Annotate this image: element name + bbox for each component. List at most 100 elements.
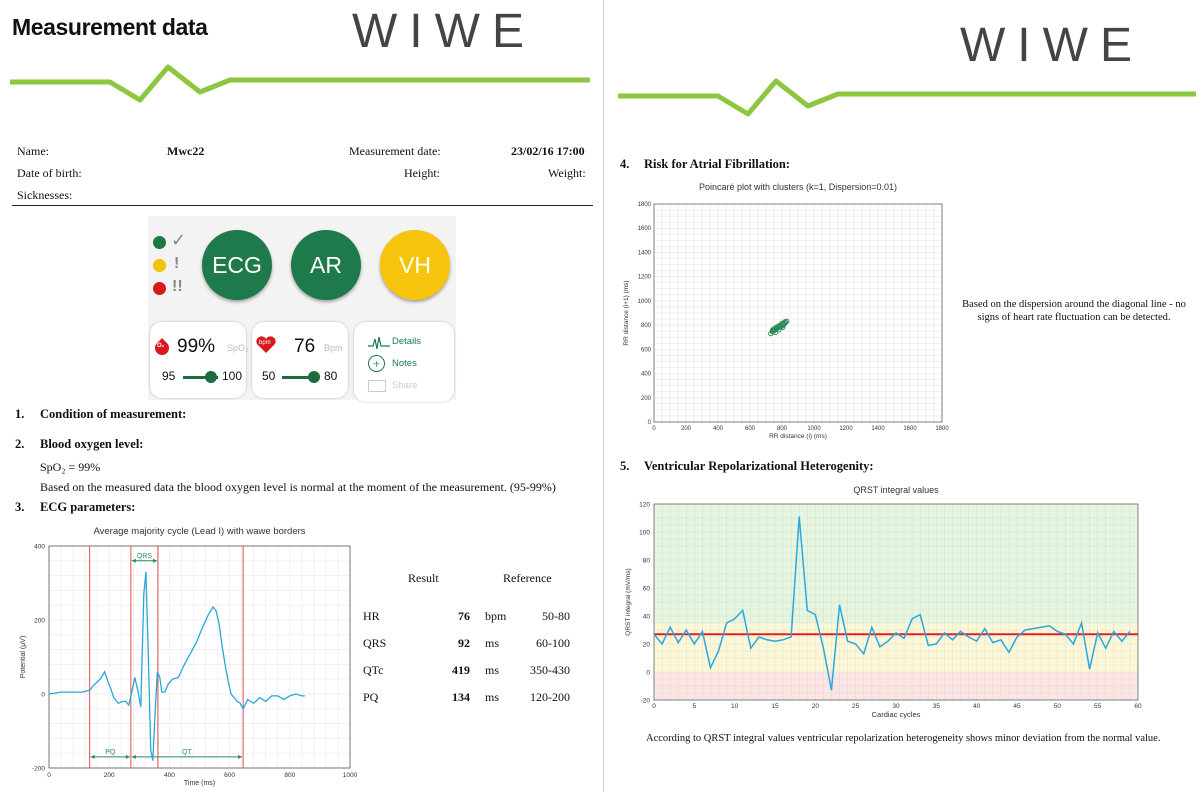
poincare-xtick: 1600 xyxy=(903,426,917,432)
qrst-trace xyxy=(653,516,1131,691)
section-5-number: 5. xyxy=(620,459,630,473)
share-link[interactable]: Share xyxy=(392,380,418,391)
result-value: 92 xyxy=(458,636,470,650)
wiwe-logo-right: WIWE xyxy=(960,19,1144,72)
spo2-card: O₂ 99% SpO₂ 95 100 xyxy=(150,322,249,398)
qrst-ytick: 60 xyxy=(643,586,651,593)
ecg-annotation-label: PQ xyxy=(105,749,116,756)
notes-link[interactable]: Notes xyxy=(392,358,417,369)
bpm-min: 50 xyxy=(262,369,276,383)
ecg-chart-title: Average majority cycle (Lead I) with waw… xyxy=(93,526,305,537)
poincare-point xyxy=(775,323,781,329)
poincare-point xyxy=(779,320,785,326)
result-name: QTc xyxy=(363,663,384,677)
poincare-ytick: 200 xyxy=(641,396,652,402)
section-4-number: 4. xyxy=(620,157,630,171)
check-icon: ✓ xyxy=(171,230,187,250)
result-ref: 120-200 xyxy=(530,690,570,704)
ar-button[interactable]: AR xyxy=(291,230,361,300)
poincare-xtick: 400 xyxy=(713,426,724,432)
name-label: Name: xyxy=(17,144,49,158)
result-name: PQ xyxy=(363,690,379,704)
ecg-ytick: 400 xyxy=(34,544,45,551)
qrst-xtick: 0 xyxy=(652,703,656,710)
spo2-line: SpO₂ = 99% xyxy=(40,460,101,474)
info-rule xyxy=(12,205,593,206)
qrst-ytick: 100 xyxy=(639,530,650,537)
qrst-ytick: 20 xyxy=(643,642,651,649)
result-header: Result xyxy=(408,571,439,585)
qrst-ytick: 120 xyxy=(639,502,650,509)
yellow-status-dot xyxy=(153,259,166,272)
poincare-xtick: 1800 xyxy=(935,426,949,432)
spo2-min: 95 xyxy=(162,369,176,383)
section-3-number: 3. xyxy=(15,500,25,514)
ecg-ytick: 0 xyxy=(41,692,45,699)
poincare-xtick: 1000 xyxy=(807,426,821,432)
section-2-text: Based on the measured data the blood oxy… xyxy=(40,480,556,494)
sicknesses-label: Sicknesses: xyxy=(17,188,73,202)
qrst-xtick: 40 xyxy=(973,703,981,710)
qrst-xtick: 60 xyxy=(1134,703,1142,710)
result-value: 419 xyxy=(452,663,470,677)
bpm-card: bpm 76 Bpm 50 80 xyxy=(252,322,348,398)
share-mail-icon xyxy=(368,380,386,392)
ecg-xtick: 0 xyxy=(47,772,51,779)
section-5-text: According to QRST integral values ventri… xyxy=(646,733,1161,744)
bpm-max: 80 xyxy=(324,369,338,383)
app-summary-panel: ✓ ! !! ECG AR VH O₂ 99% SpO₂ 95 100 bpm … xyxy=(148,216,456,402)
reference-header: Reference xyxy=(503,571,552,585)
poincare-ytick: 600 xyxy=(641,347,652,353)
measurement-date-label: Measurement date: xyxy=(349,144,441,158)
qrst-ytick: -20 xyxy=(641,698,651,705)
result-value: 134 xyxy=(452,690,470,704)
heartbeat-banner-left xyxy=(10,64,590,103)
ecg-button[interactable]: ECG xyxy=(202,230,272,300)
o2-icon-label: O₂ xyxy=(157,343,165,349)
poincare-chart: Poincaré plot with clusters (k=1, Disper… xyxy=(623,182,949,440)
spo2-max: 100 xyxy=(222,369,243,383)
poincare-xlabel: RR distance (i) (ms) xyxy=(769,433,827,440)
measurement-date-value: 23/02/16 17:00 xyxy=(511,144,585,158)
ecg-xtick: 200 xyxy=(104,772,115,779)
result-unit: bpm xyxy=(485,609,507,623)
poincare-ytick: 1800 xyxy=(638,202,652,208)
qrst-xtick: 50 xyxy=(1054,703,1062,710)
green-status-dot xyxy=(153,236,166,249)
section-1-number: 1. xyxy=(15,407,25,421)
poincare-point xyxy=(770,326,776,333)
qrst-ylabel: QRST integral (mV/ms) xyxy=(625,568,632,635)
page-title: Measurement data xyxy=(12,14,208,40)
height-label: Height: xyxy=(404,166,440,180)
result-name: HR xyxy=(363,609,380,623)
result-ref: 60-100 xyxy=(536,636,570,650)
actions-card: Details + Notes Share xyxy=(354,322,454,402)
poincare-xtick: 0 xyxy=(652,426,656,432)
section-2-number: 2. xyxy=(15,437,25,451)
qrst-xtick: 10 xyxy=(731,703,739,710)
section-5-title: Ventricular Repolarizational Heterogenit… xyxy=(644,459,874,473)
qrst-xlabel: Cardiac cycles xyxy=(872,710,921,719)
result-unit: ms xyxy=(485,690,500,704)
qrst-xtick: 5 xyxy=(693,703,697,710)
section-4-title: Risk for Atrial Fibrillation: xyxy=(644,157,790,171)
qrst-chart: QRST integral values 0 5 10 15 20 25 30 35 40 45 50… xyxy=(625,485,1142,719)
result-ref: 350-430 xyxy=(530,663,570,677)
poincare-ytick: 1200 xyxy=(638,275,652,281)
bpm-slider[interactable] xyxy=(282,376,318,379)
qrst-title: QRST integral values xyxy=(853,485,939,495)
details-link[interactable]: Details xyxy=(392,336,422,347)
ecg-chart: Average majority cycle (Lead I) with waw… xyxy=(20,526,358,787)
ecg-ylabel: Potential (μV) xyxy=(20,636,27,679)
spo2-slider[interactable] xyxy=(183,376,218,379)
vh-button[interactable]: VH xyxy=(380,230,450,300)
poincare-ylabel: RR distance (i+1) (ms) xyxy=(623,280,630,345)
bpm-value: 76 xyxy=(294,336,316,357)
ecg-xtick: 1000 xyxy=(343,772,358,779)
section-2-title: Blood oxygen level: xyxy=(40,437,144,451)
spo2-slider-knob[interactable] xyxy=(205,371,217,383)
section-4-text: Based on the dispersion around the diago… xyxy=(962,299,1186,323)
qrst-xtick: 25 xyxy=(852,703,860,710)
qrst-zone-red xyxy=(654,672,1138,700)
bpm-slider-knob[interactable] xyxy=(308,371,320,383)
